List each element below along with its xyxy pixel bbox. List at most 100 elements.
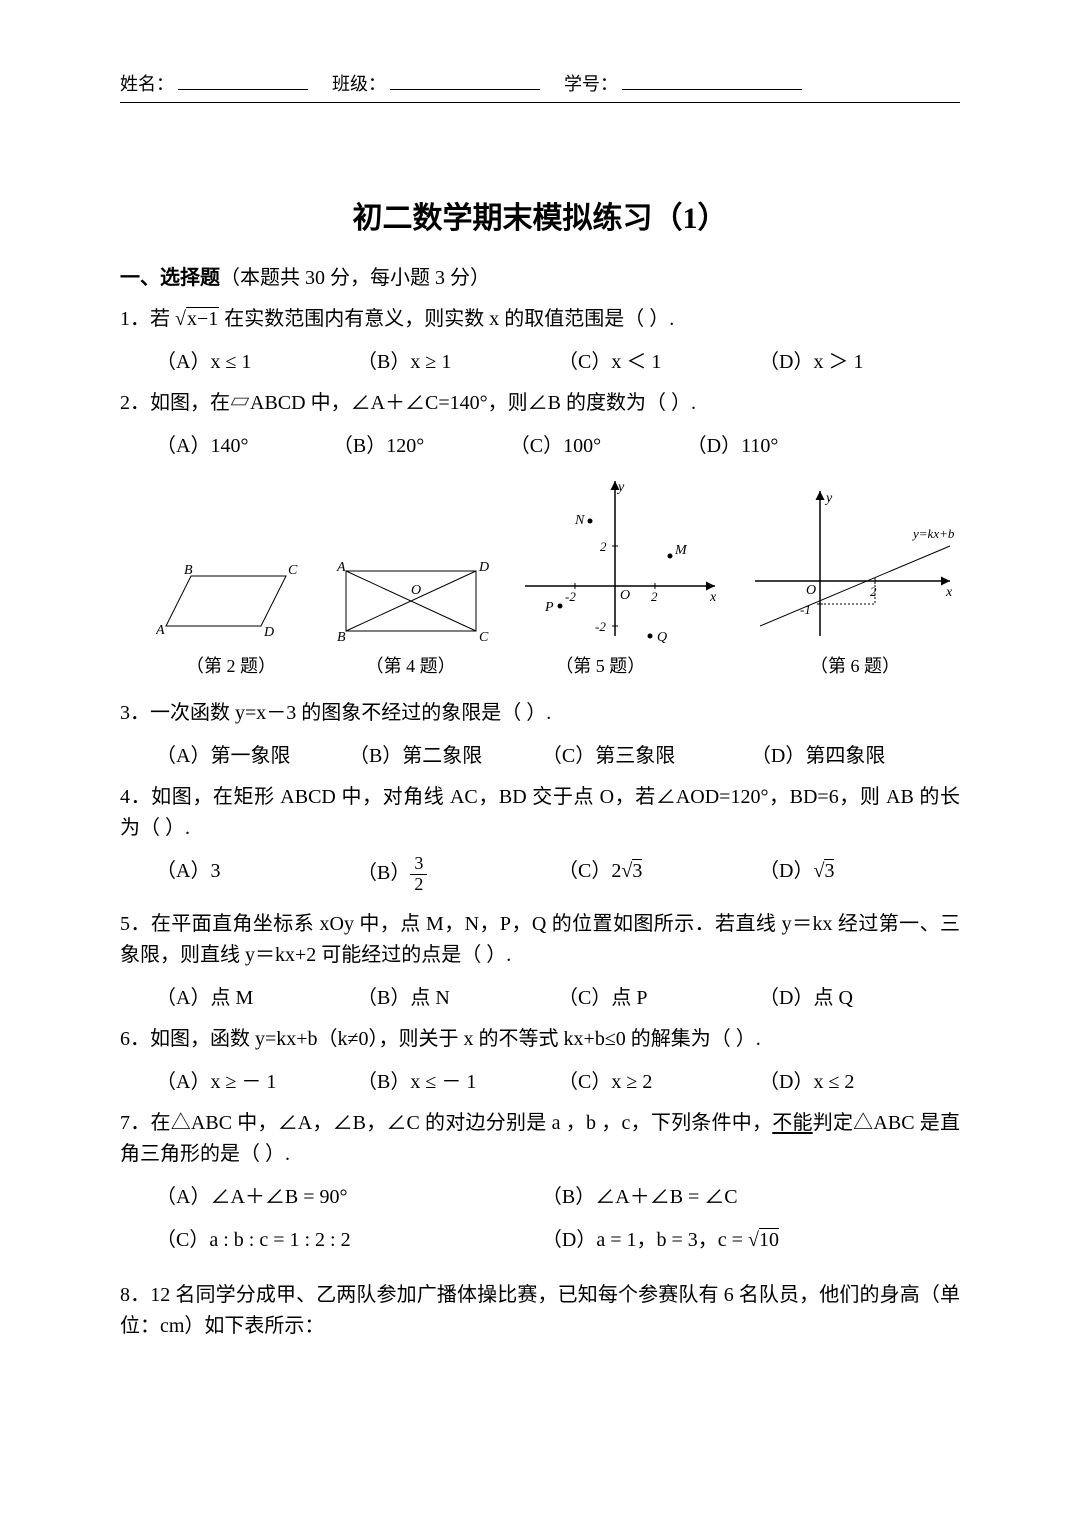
q4-b-den: 2 bbox=[414, 875, 423, 895]
q6-opt-a[interactable]: （A）x ≥ － 1 bbox=[156, 1065, 357, 1094]
point-n bbox=[588, 519, 593, 524]
figure-q2-caption: （第 2 题） bbox=[186, 652, 276, 678]
coords-x: x bbox=[709, 590, 717, 605]
point-q bbox=[648, 634, 653, 639]
coords-o: O bbox=[620, 588, 630, 603]
class-field[interactable] bbox=[390, 72, 540, 90]
line-graph bbox=[760, 546, 950, 626]
coords-tick3: 2 bbox=[600, 539, 607, 554]
q7-d-prefix: （D）a = 1，b = 3，c = bbox=[542, 1229, 748, 1251]
name-label: 姓名： bbox=[120, 70, 174, 96]
coords-p: P bbox=[544, 600, 554, 615]
q5-opt-c[interactable]: （C）点 P bbox=[558, 981, 759, 1010]
q1-opt-b[interactable]: （B）x ≥ 1 bbox=[357, 345, 558, 374]
q3-options: （A）第一象限 （B）第二象限 （C）第三象限 （D）第四象限 bbox=[156, 739, 960, 768]
pg-label-b: B bbox=[184, 563, 193, 578]
line-t2: 2 bbox=[870, 584, 877, 599]
rect-label-d: D bbox=[478, 560, 489, 575]
rect-label-c: C bbox=[479, 630, 489, 645]
rectangle-svg: A D B C O bbox=[331, 556, 491, 646]
coords-tick2: 2 bbox=[651, 589, 658, 604]
q6-options: （A）x ≥ － 1 （B）x ≤ － 1 （C）x ≥ 2 （D）x ≤ 2 bbox=[156, 1065, 960, 1094]
question-8: 8．12 名同学分成甲、乙两队参加广播体操比赛，已知每个参赛队有 6 名队员，他… bbox=[120, 1280, 960, 1342]
q5-opt-d[interactable]: （D）点 Q bbox=[759, 981, 960, 1010]
q5-opt-b[interactable]: （B）点 N bbox=[357, 981, 558, 1010]
line-y: y bbox=[824, 491, 833, 506]
q2-opt-b[interactable]: （B）120° bbox=[333, 429, 510, 458]
q2-options: （A）140° （B）120° （C）100° （D）110° bbox=[156, 429, 960, 458]
q6-opt-c[interactable]: （C）x ≥ 2 bbox=[558, 1065, 759, 1094]
student-info-header: 姓名： 班级： 学号： bbox=[120, 70, 960, 103]
coords-m: M bbox=[674, 543, 688, 558]
q7-opt-d[interactable]: （D）a = 1，b = 3，c = √10 bbox=[542, 1223, 928, 1252]
figure-q2: B C A D （第 2 题） bbox=[156, 556, 306, 678]
rect-label-o: O bbox=[411, 583, 421, 598]
q1-options: （A）x ≤ 1 （B）x ≥ 1 （C）x ＜ 1 （D）x ＞ 1 bbox=[156, 345, 960, 374]
coords-tick4: -2 bbox=[595, 619, 606, 634]
q1-opt-a[interactable]: （A）x ≤ 1 bbox=[156, 345, 357, 374]
q4-opt-a[interactable]: （A）3 bbox=[156, 854, 357, 895]
q4-opt-d[interactable]: （D）√3 bbox=[759, 854, 960, 895]
q7-options: （A）∠A＋∠B = 90° （B）∠A＋∠B = ∠C （C）a : b : … bbox=[156, 1180, 960, 1266]
q3-opt-a[interactable]: （A）第一象限 bbox=[156, 739, 349, 768]
q7-text: 7．在△ABC 中，∠A，∠B，∠C 的对边分别是 a ，b ，c，下列条件中，… bbox=[120, 1112, 960, 1165]
section-heading-sub: （本题共 30 分，每小题 3 分） bbox=[220, 267, 490, 289]
point-m bbox=[668, 554, 673, 559]
q5-opt-a[interactable]: （A）点 M bbox=[156, 981, 357, 1010]
page-title: 初二数学期末模拟练习（1） bbox=[120, 193, 960, 237]
q4-c-sqrt: 3 bbox=[632, 859, 642, 882]
q4-opt-c[interactable]: （C）2√3 bbox=[558, 854, 759, 895]
coords-svg: -2 2 2 -2 y x O N M P Q bbox=[515, 476, 725, 646]
q7-opt-b[interactable]: （B）∠A＋∠B = ∠C bbox=[542, 1180, 928, 1209]
name-field[interactable] bbox=[178, 72, 308, 90]
q1-opt-d[interactable]: （D）x ＞ 1 bbox=[759, 345, 960, 374]
line-x: x bbox=[945, 585, 953, 600]
q4-options: （A）3 （B）32 （C）2√3 （D）√3 bbox=[156, 854, 960, 895]
id-label: 学号： bbox=[564, 70, 618, 96]
line-eq: y=kx+b bbox=[911, 526, 955, 541]
q6-opt-b[interactable]: （B）x ≤ － 1 bbox=[357, 1065, 558, 1094]
question-1: 1．若 √x−1 在实数范围内有意义，则实数 x 的取值范围是（ ）. bbox=[120, 304, 960, 335]
section-heading: 一、选择题（本题共 30 分，每小题 3 分） bbox=[120, 261, 960, 290]
point-p bbox=[558, 604, 563, 609]
rect-label-a: A bbox=[336, 560, 346, 575]
q1-opt-c[interactable]: （C）x ＜ 1 bbox=[558, 345, 759, 374]
q2-opt-c[interactable]: （C）100° bbox=[510, 429, 687, 458]
q1-sqrt-inner: x−1 bbox=[186, 307, 219, 330]
coords-n: N bbox=[574, 513, 585, 528]
pg-label-c: C bbox=[288, 563, 298, 578]
rect-label-b: B bbox=[337, 630, 346, 645]
q2-opt-a[interactable]: （A）140° bbox=[156, 429, 333, 458]
q2-opt-d[interactable]: （D）110° bbox=[687, 429, 864, 458]
pg-label-a: A bbox=[156, 623, 165, 638]
line-o: O bbox=[806, 583, 816, 598]
q1-text-b: 在实数范围内有意义，则实数 x 的取值范围是（ ）. bbox=[219, 308, 674, 330]
q3-opt-c[interactable]: （C）第三象限 bbox=[542, 739, 751, 768]
q4-b-num: 3 bbox=[410, 854, 427, 875]
line-tm1: -1 bbox=[800, 602, 811, 617]
coords-tick1: -2 bbox=[565, 589, 576, 604]
question-4: 4．如图，在矩形 ABCD 中，对角线 AC，BD 交于点 O，若∠AOD=12… bbox=[120, 782, 960, 844]
q7-opt-a[interactable]: （A）∠A＋∠B = 90° bbox=[156, 1180, 542, 1209]
q4-opt-b[interactable]: （B）32 bbox=[357, 854, 558, 895]
pg-label-d: D bbox=[263, 625, 274, 640]
class-label: 班级： bbox=[332, 70, 386, 96]
q6-opt-d[interactable]: （D）x ≤ 2 bbox=[759, 1065, 960, 1094]
coords-y: y bbox=[616, 480, 625, 495]
q4-b-prefix: （B） bbox=[357, 862, 410, 884]
q5-options: （A）点 M （B）点 N （C）点 P （D）点 Q bbox=[156, 981, 960, 1010]
q3-opt-d[interactable]: （D）第四象限 bbox=[751, 739, 944, 768]
q7-opt-c[interactable]: （C）a : b : c = 1 : 2 : 2 bbox=[156, 1223, 542, 1252]
question-5: 5．在平面直角坐标系 xOy 中，点 M，N，P，Q 的位置如图所示．若直线 y… bbox=[120, 909, 960, 971]
line-svg: y x O y=kx+b 2 -1 bbox=[750, 486, 960, 646]
q4-c-prefix: （C）2 bbox=[558, 860, 621, 882]
question-3: 3．一次函数 y=x－3 的图象不经过的象限是（ ）. bbox=[120, 698, 960, 729]
figures-row: B C A D （第 2 题） A D B C O （第 4 题） bbox=[156, 476, 960, 678]
figure-q6: y x O y=kx+b 2 -1 （第 6 题） bbox=[750, 486, 960, 678]
figure-q5: -2 2 2 -2 y x O N M P Q （第 5 题） bbox=[515, 476, 725, 678]
coords-q: Q bbox=[657, 630, 667, 645]
id-field[interactable] bbox=[622, 72, 802, 90]
section-heading-main: 一、选择题 bbox=[120, 267, 220, 289]
q3-opt-b[interactable]: （B）第二象限 bbox=[349, 739, 542, 768]
q1-text-a: 1．若 bbox=[120, 308, 175, 330]
